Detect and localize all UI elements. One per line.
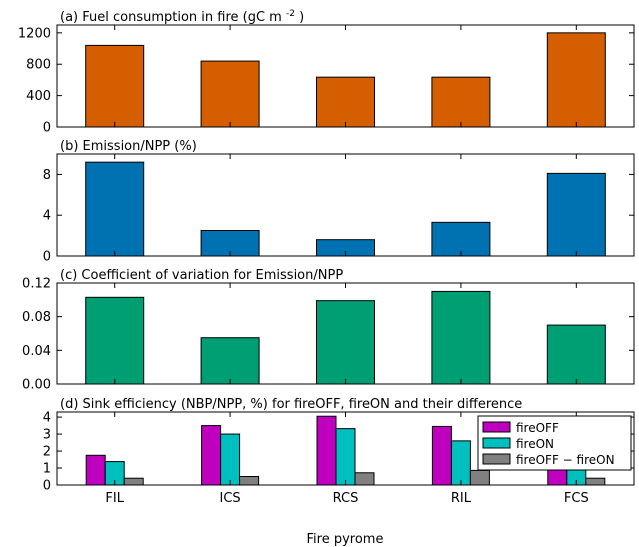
bar-RIL bbox=[431, 76, 491, 128]
bar-FCS bbox=[546, 324, 606, 385]
panel-d: (d) Sink efficiency (NBP/NPP, %) for fir… bbox=[43, 397, 635, 506]
bar-RCS bbox=[316, 76, 375, 128]
y-tick-label: 0 bbox=[43, 250, 51, 265]
bar-FIL bbox=[85, 44, 145, 128]
bar-ICS bbox=[200, 60, 260, 128]
bar-fireOFF-fireON-RIL bbox=[469, 469, 490, 486]
bar-fireOFF-ICS bbox=[201, 425, 222, 486]
x-tick-label: RCS bbox=[333, 491, 359, 506]
panel-title: (a) Fuel consumption in fire (gC m -2 ) bbox=[60, 9, 304, 25]
y-tick-label: 1200 bbox=[18, 26, 51, 41]
chart-panels: (a) Fuel consumption in fire (gC m -2 ) 0… bbox=[18, 9, 635, 506]
bar-RIL bbox=[431, 290, 491, 385]
y-tick-label: 0.04 bbox=[22, 344, 51, 359]
x-tick-label: ICS bbox=[220, 491, 241, 506]
bar-fireOFF-RIL bbox=[431, 425, 452, 486]
y-tick-label: 0.08 bbox=[22, 310, 51, 325]
legend-swatch bbox=[482, 421, 511, 433]
legend-label: fireON bbox=[516, 437, 554, 451]
legend: fireOFF fireON fireOFF − fireON bbox=[477, 415, 632, 471]
x-tick-label: FIL bbox=[105, 491, 124, 506]
y-tick-label: 0 bbox=[43, 479, 51, 494]
bar-fireON-RIL bbox=[450, 440, 471, 486]
x-axis-label: Fire pyrome bbox=[307, 532, 384, 547]
x-tick-label: FCS bbox=[564, 491, 589, 506]
y-tick-label: 0 bbox=[43, 121, 51, 136]
bar-fireOFF-fireON-ICS bbox=[239, 476, 260, 486]
bar-FIL bbox=[85, 296, 145, 385]
y-tick-label: 1 bbox=[43, 462, 51, 477]
bar-RCS bbox=[316, 300, 375, 385]
bar-fireON-RCS bbox=[335, 428, 356, 486]
bar-FIL bbox=[85, 161, 145, 257]
y-tick-label: 800 bbox=[26, 58, 51, 73]
panel-title: (d) Sink efficiency (NBP/NPP, %) for fir… bbox=[60, 397, 522, 412]
x-tick-label: RIL bbox=[451, 491, 472, 506]
legend-label: fireOFF bbox=[516, 421, 559, 435]
bar-fireOFF-fireON-FCS bbox=[585, 477, 606, 486]
y-tick-label: 2 bbox=[43, 445, 51, 460]
y-tick-label: 3 bbox=[43, 428, 51, 443]
panel-b: (b) Emission/NPP (%) 0 4 8 bbox=[43, 139, 635, 265]
bar-ICS bbox=[200, 337, 260, 385]
y-tick-label: 4 bbox=[43, 411, 51, 426]
bar-FCS bbox=[546, 32, 606, 128]
panel-a: (a) Fuel consumption in fire (gC m -2 ) 0… bbox=[18, 9, 635, 136]
y-tick-label: 0.00 bbox=[22, 378, 51, 393]
bar-FCS bbox=[546, 172, 606, 257]
bar-fireON-ICS bbox=[220, 433, 241, 486]
panel-title: (b) Emission/NPP (%) bbox=[60, 139, 197, 154]
bar-fireOFF-FIL bbox=[85, 454, 106, 486]
legend-swatch bbox=[482, 453, 511, 465]
y-tick-label: 400 bbox=[26, 89, 51, 104]
bar-fireOFF-RCS bbox=[316, 415, 337, 486]
panel-title: (c) Coefficient of variation for Emissio… bbox=[60, 268, 343, 283]
y-tick-label: 8 bbox=[43, 168, 51, 183]
legend-label: fireOFF − fireON bbox=[516, 453, 615, 467]
bar-fireOFF-fireON-FIL bbox=[123, 477, 144, 486]
bar-fireOFF-fireON-RCS bbox=[354, 472, 375, 486]
bar-RIL bbox=[431, 221, 491, 257]
legend-swatch bbox=[482, 437, 511, 449]
y-tick-label: 0.12 bbox=[22, 277, 51, 292]
y-tick-label: 4 bbox=[43, 209, 51, 224]
panel-c: (c) Coefficient of variation for Emissio… bbox=[22, 268, 635, 393]
